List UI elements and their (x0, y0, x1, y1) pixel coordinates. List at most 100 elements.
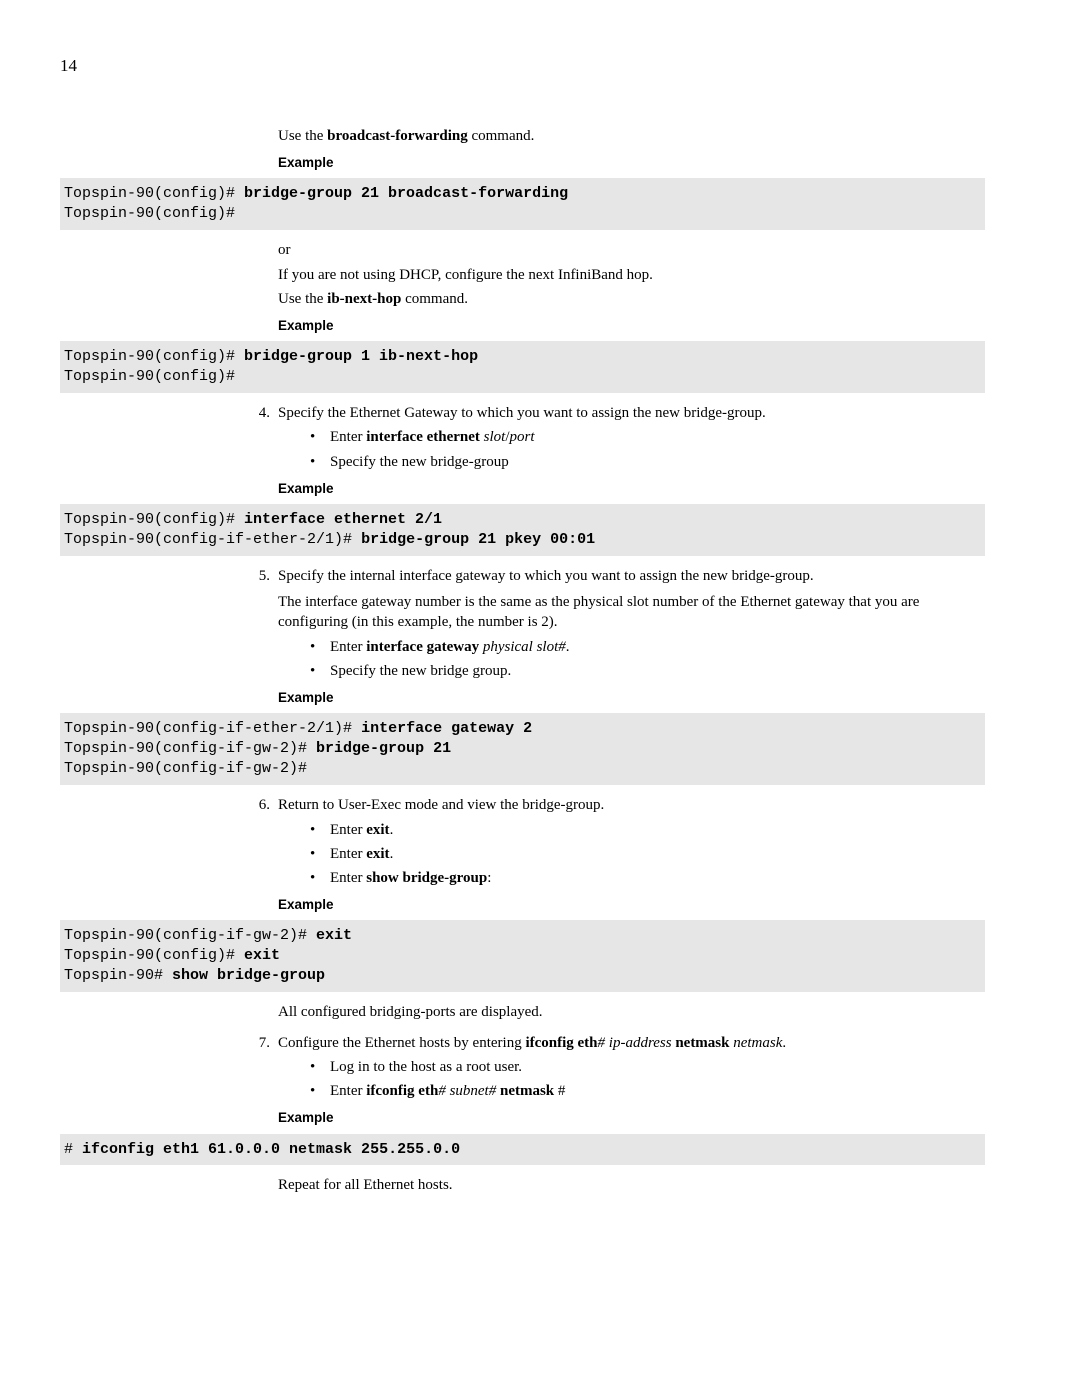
arg: port (510, 429, 535, 445)
bullet-item: • Enter show bridge-group: (310, 868, 985, 888)
example-label: Example (278, 689, 985, 707)
bullet-text: Enter ifconfig eth# subnet# netmask # (330, 1081, 985, 1101)
cmd: exit (366, 846, 389, 862)
step-5-para: The interface gateway number is the same… (278, 592, 985, 633)
example-label: Example (278, 154, 985, 172)
code-block-1: Topspin-90(config)# bridge-group 21 broa… (60, 178, 985, 230)
text: : (487, 870, 491, 886)
step-6-bullets: • Enter exit. • Enter exit. • Enter show… (310, 820, 985, 889)
bullet-item: • Enter interface ethernet slot/port (310, 427, 985, 447)
example-label: Example (278, 480, 985, 498)
cmd: ib-next-hop (327, 291, 401, 307)
step-5-bullets: • Enter interface gateway physical slot#… (310, 637, 985, 682)
bullet-dot: • (310, 1081, 330, 1101)
step-4: 4. Specify the Ethernet Gateway to which… (255, 403, 985, 423)
cmd: ifconfig eth1 61.0.0.0 netmask 255.255.0… (82, 1141, 460, 1158)
bullet-item: • Enter exit. (310, 820, 985, 840)
code-block-5: Topspin-90(config-if-gw-2)# exit Topspin… (60, 920, 985, 992)
bullet-text: Enter show bridge-group: (330, 868, 985, 888)
bullet-text: Enter interface ethernet slot/port (330, 427, 985, 447)
prompt: Topspin-90(config)# (64, 368, 244, 385)
step-text: Return to User-Exec mode and view the br… (278, 795, 985, 815)
text: Use the (278, 128, 327, 144)
all-configured-text: All configured bridging-ports are displa… (278, 1002, 985, 1022)
text: command. (401, 291, 468, 307)
step-number: 6. (255, 795, 278, 815)
cmd: interface gateway (366, 639, 479, 655)
bullet-dot: • (310, 452, 330, 472)
prompt: Topspin-90(config-if-gw-2)# (64, 740, 316, 757)
cmd: netmask (496, 1083, 554, 1099)
prompt: Topspin-90(config)# (64, 947, 244, 964)
text: Configure the Ethernet hosts by entering (278, 1035, 525, 1051)
prompt: Topspin-90# (64, 967, 172, 984)
prompt: Topspin-90(config)# (64, 348, 244, 365)
text: Enter (330, 429, 366, 445)
or-text: or (278, 240, 985, 260)
cmd: interface gateway 2 (361, 720, 532, 737)
step-text: Specify the internal interface gateway t… (278, 566, 985, 586)
arg: slot (480, 429, 505, 445)
text: Use the (278, 291, 327, 307)
text: . (390, 822, 394, 838)
bullet-dot: • (310, 427, 330, 447)
bullet-text: Specify the new bridge-group (330, 452, 985, 472)
text: # (554, 1083, 565, 1099)
step-number: 5. (255, 566, 278, 586)
arg: # ip-address (598, 1035, 672, 1051)
dhcp-text: If you are not using DHCP, configure the… (278, 265, 985, 285)
example-label: Example (278, 1109, 985, 1127)
text: command. (468, 128, 535, 144)
step-number: 4. (255, 403, 278, 423)
text: . (390, 846, 394, 862)
bullet-text: Enter interface gateway physical slot#. (330, 637, 985, 657)
text: Enter (330, 822, 366, 838)
cmd: ifconfig eth (525, 1035, 597, 1051)
cmd: netmask (672, 1035, 730, 1051)
step-number: 7. (255, 1033, 278, 1053)
code-block-6: # ifconfig eth1 61.0.0.0 netmask 255.255… (60, 1134, 985, 1166)
code-block-3: Topspin-90(config)# interface ethernet 2… (60, 504, 985, 556)
step-6: 6. Return to User-Exec mode and view the… (255, 795, 985, 815)
example-label: Example (278, 317, 985, 335)
text: Enter (330, 846, 366, 862)
arg: netmask (729, 1035, 782, 1051)
cmd: bridge-group 21 pkey 00:01 (361, 531, 595, 548)
bullet-text: Enter exit. (330, 820, 985, 840)
text: . (566, 639, 570, 655)
bullet-item: • Enter interface gateway physical slot#… (310, 637, 985, 657)
text: Enter (330, 639, 366, 655)
cmd: bridge-group 21 (316, 740, 451, 757)
example-label: Example (278, 896, 985, 914)
prompt: Topspin-90(config-if-gw-2)# (64, 927, 316, 944)
prompt: Topspin-90(config)# (64, 205, 244, 222)
bullet-dot: • (310, 820, 330, 840)
cmd: interface ethernet (366, 429, 480, 445)
step-4-bullets: • Enter interface ethernet slot/port • S… (310, 427, 985, 472)
bullet-text: Enter exit. (330, 844, 985, 864)
bullet-item: • Specify the new bridge-group (310, 452, 985, 472)
step-7: 7. Configure the Ethernet hosts by enter… (255, 1033, 985, 1053)
prompt: Topspin-90(config-if-gw-2)# (64, 760, 316, 777)
cmd: bridge-group 21 broadcast-forwarding (244, 185, 568, 202)
bullet-dot: • (310, 868, 330, 888)
text: Enter (330, 1083, 366, 1099)
cmd: ifconfig eth (366, 1083, 438, 1099)
bullet-item: • Specify the new bridge group. (310, 661, 985, 681)
bullet-item: • Enter ifconfig eth# subnet# netmask # (310, 1081, 985, 1101)
bullet-dot: • (310, 1057, 330, 1077)
bullet-item: • Log in to the host as a root user. (310, 1057, 985, 1077)
bullet-text: Log in to the host as a root user. (330, 1057, 985, 1077)
bullet-item: • Enter exit. (310, 844, 985, 864)
arg: # subnet# (438, 1083, 496, 1099)
cmd: exit (366, 822, 389, 838)
prompt: Topspin-90(config)# (64, 185, 244, 202)
step-5: 5. Specify the internal interface gatewa… (255, 566, 985, 586)
prompt: # (64, 1141, 82, 1158)
cmd: show bridge-group (172, 967, 325, 984)
cmd: exit (316, 927, 352, 944)
code-block-4: Topspin-90(config-if-ether-2/1)# interfa… (60, 713, 985, 785)
step-7-bullets: • Log in to the host as a root user. • E… (310, 1057, 985, 1102)
repeat-text: Repeat for all Ethernet hosts. (278, 1175, 985, 1195)
cmd: broadcast-forwarding (327, 128, 468, 144)
